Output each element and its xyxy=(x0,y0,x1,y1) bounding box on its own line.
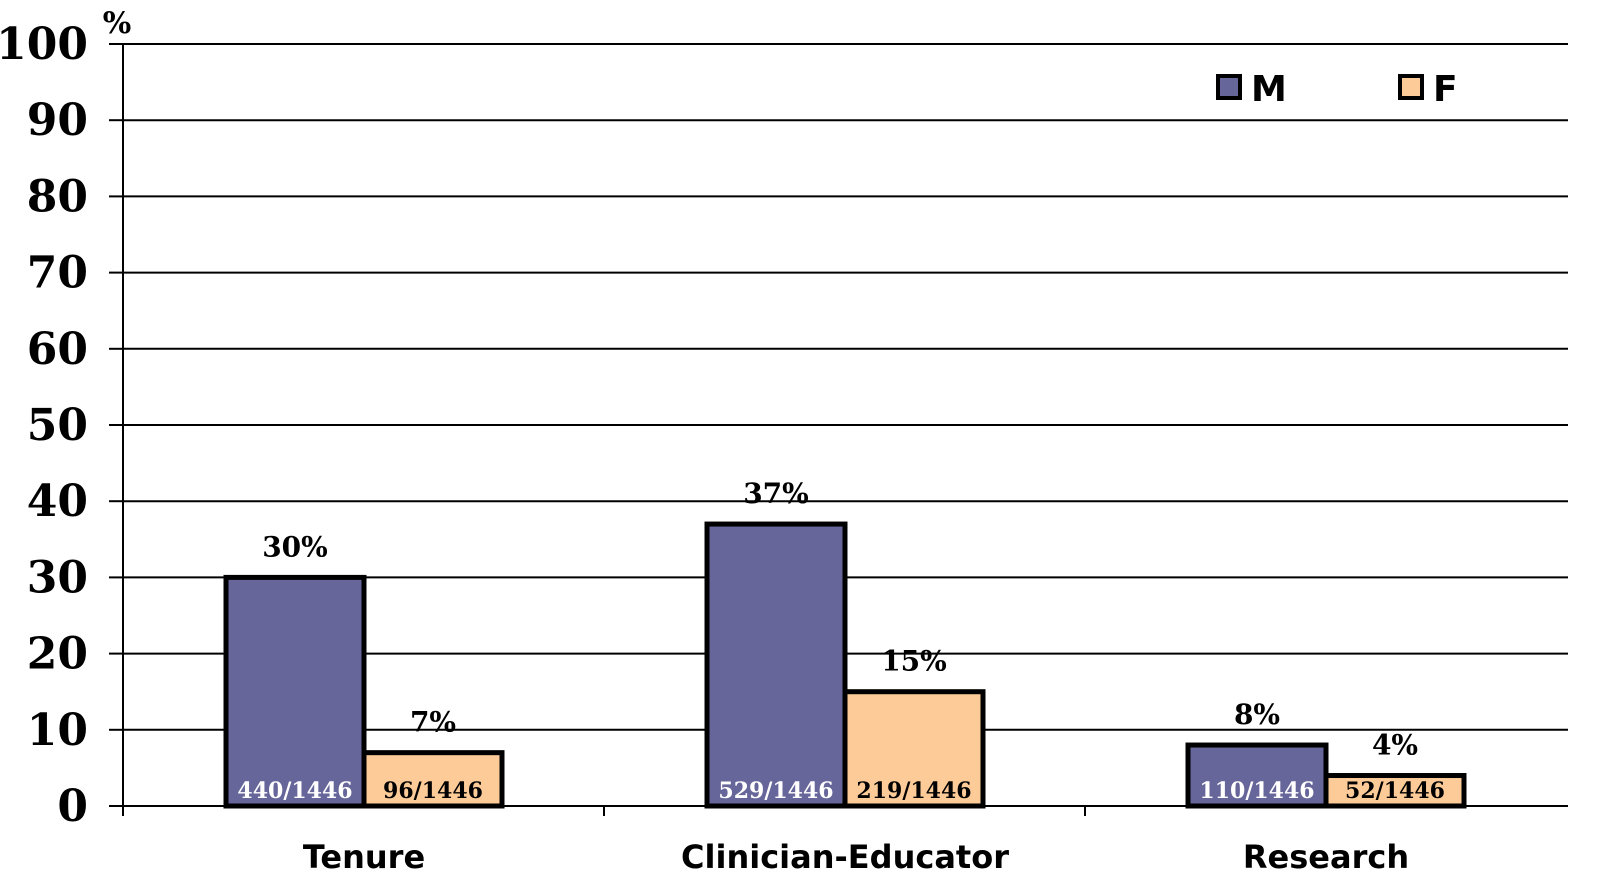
legend-label-m: M xyxy=(1251,69,1287,110)
bar-f xyxy=(1323,773,1467,809)
bar-m xyxy=(704,521,848,809)
y-tick-label: 100 xyxy=(0,19,88,70)
data-labels: 30% 440/1446 37% 529/1446 8% 110/1446 7% 96/144… xyxy=(237,477,1445,804)
x-category-label: Research xyxy=(1243,838,1409,876)
bar-value-label: 37% xyxy=(743,477,809,510)
y-tick-label: 0 xyxy=(57,781,88,832)
y-tick-label: 90 xyxy=(27,95,88,146)
bar-f xyxy=(842,689,986,809)
y-tick-label: 60 xyxy=(27,324,88,375)
legend-swatch-f xyxy=(1398,74,1424,100)
bar-m xyxy=(223,574,367,809)
bar-value-label: 30% xyxy=(262,530,328,563)
bar-count-label: 52/1446 xyxy=(1345,778,1445,804)
y-tick-label: 30 xyxy=(27,552,88,603)
x-category-label: Tenure xyxy=(303,838,425,876)
y-tick-label: 70 xyxy=(27,248,88,299)
bar-count-label: 529/1446 xyxy=(718,778,833,804)
legend-swatch-m xyxy=(1216,74,1242,100)
y-tick-label: 50 xyxy=(27,400,88,451)
axes: 0 10 20 30 40 50 60 70 80 90 100 % Tenure Clinician-E… xyxy=(0,6,1568,876)
bars xyxy=(223,521,1467,809)
y-tick-label: 40 xyxy=(27,476,88,527)
y-tick-label: 80 xyxy=(27,171,88,222)
x-category-label: Clinician-Educator xyxy=(681,838,1009,876)
bar-count-label: 440/1446 xyxy=(237,778,352,804)
bar-value-label: 8% xyxy=(1234,698,1280,731)
bar-count-label: 110/1446 xyxy=(1199,778,1314,804)
bar-value-label: 4% xyxy=(1372,729,1418,762)
y-tick-label: 10 xyxy=(27,705,88,756)
bar-count-label: 219/1446 xyxy=(856,778,971,804)
bar-count-label: 96/1446 xyxy=(383,778,483,804)
y-tick-label: 20 xyxy=(27,629,88,680)
y-unit-label: % xyxy=(103,6,132,41)
bar-f xyxy=(361,750,505,809)
legend-label-f: F xyxy=(1433,69,1458,110)
bar-value-label: 15% xyxy=(881,645,947,678)
bar-value-label: 7% xyxy=(410,706,456,739)
